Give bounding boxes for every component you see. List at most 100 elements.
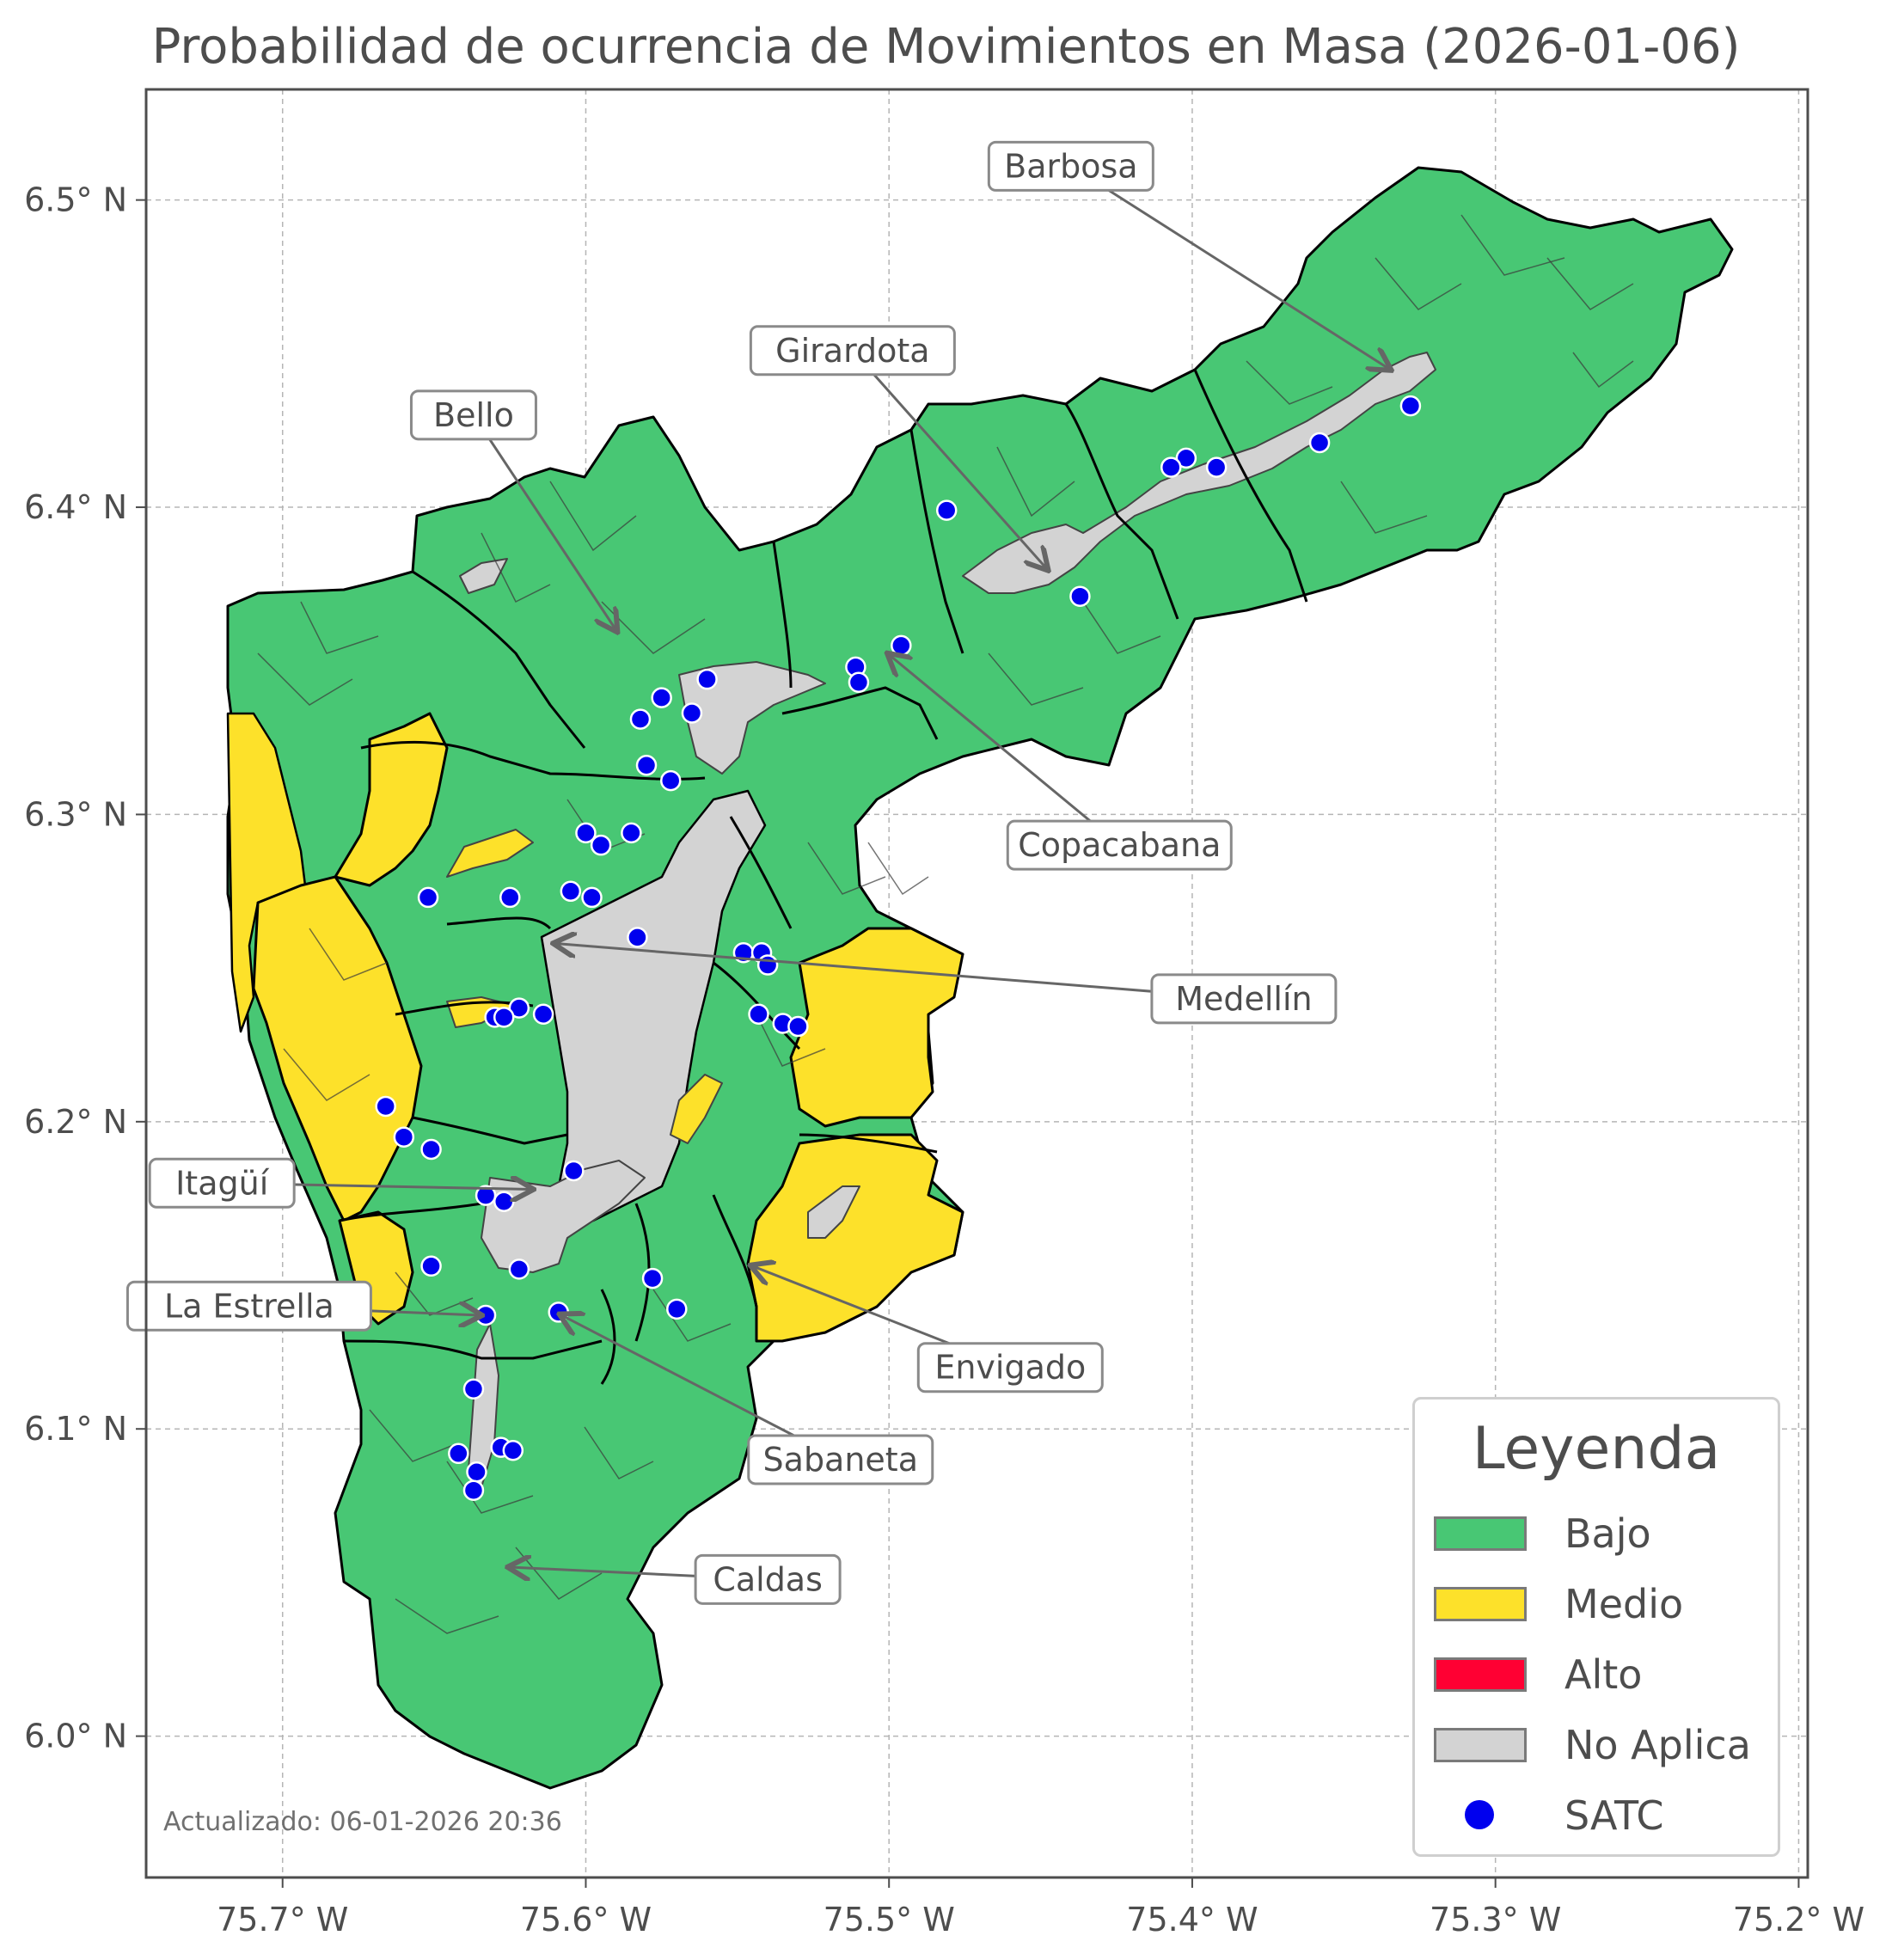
satc-station-marker	[651, 687, 672, 708]
callout-arrow	[851, 349, 1047, 569]
region-medio-west-central	[252, 875, 423, 1222]
y-tick-label: 6.3° N	[24, 795, 127, 833]
satc-station-marker	[560, 880, 582, 903]
vereda-boundary-line	[584, 1426, 654, 1479]
vereda-boundary-line	[867, 842, 929, 896]
callout-label: Medellín	[1175, 980, 1312, 1018]
satc-station-marker	[462, 1479, 485, 1501]
municipal-boundary-line	[412, 570, 586, 749]
satc-station-marker	[508, 1259, 530, 1280]
municipal-boundary-line	[772, 541, 793, 689]
callout-label: Copacabana	[1018, 826, 1221, 864]
satc-station-marker	[659, 769, 682, 792]
vereda-boundary-line	[652, 1289, 732, 1342]
legend-dot-satc	[1465, 1800, 1494, 1829]
callout-arrow	[555, 944, 1245, 1001]
satc-station-marker	[1399, 395, 1422, 417]
updated-timestamp: Actualizado: 06-01-2026 20:36	[163, 1807, 562, 1837]
satc-station-marker	[448, 1442, 469, 1465]
callout-sabaneta: Sabaneta	[561, 1315, 934, 1485]
vereda-boundary-line	[549, 481, 637, 552]
legend: Leyenda Bajo Medio Alto No Aplica SATC	[1412, 1397, 1780, 1857]
callout-box	[747, 1434, 934, 1485]
legend-label: Medio	[1564, 1581, 1684, 1627]
callout-label: Barbosa	[1004, 147, 1137, 185]
satc-station-marker	[635, 755, 658, 776]
x-axis-ticks: 75.7° W 75.6° W 75.5° W 75.4° W 75.3° W 75.2°…	[217, 1877, 1864, 1939]
legend-swatch-medio	[1434, 1587, 1527, 1621]
callout-box	[987, 140, 1154, 192]
callout-arrow	[889, 655, 1121, 847]
legend-label: SATC	[1564, 1792, 1664, 1839]
legend-swatch-bajo	[1434, 1516, 1527, 1551]
satc-station-marker	[1308, 432, 1331, 454]
callout-bello: Bello	[409, 389, 616, 630]
vereda-boundary-line	[807, 842, 886, 895]
legend-item-no-aplica: No Aplica	[1434, 1721, 1769, 1769]
callout-caldas: Caldas	[510, 1555, 842, 1605]
callout-arrow	[1070, 165, 1389, 369]
vereda-boundary-line	[1375, 257, 1462, 310]
satc-station-marker	[848, 671, 870, 694]
municipal-boundary-line	[799, 1133, 938, 1154]
legend-swatch-no-aplica	[1434, 1728, 1527, 1762]
satc-station-marker	[508, 997, 530, 1019]
satc-station-marker	[1205, 456, 1228, 478]
callout-label: La Estrella	[164, 1287, 334, 1325]
legend-item-satc: SATC	[1434, 1792, 1769, 1840]
region-medio-bello-lobe	[446, 829, 534, 878]
satc-station-marker	[681, 702, 703, 724]
vereda-boundary-line	[481, 532, 551, 603]
satc-station-marker	[475, 1185, 497, 1206]
vereda-boundary-line	[988, 652, 1084, 706]
municipality-callouts: Barbosa Girardota Bello Copacabana Medellín I…	[126, 140, 1389, 1605]
region-medio-east-north	[789, 927, 964, 1128]
satc-stations	[375, 395, 1422, 1501]
satc-station-marker	[627, 927, 648, 948]
municipal-boundary-line	[729, 816, 793, 929]
y-tick-label: 6.0° N	[24, 1718, 127, 1755]
vereda-boundary-line	[309, 928, 388, 981]
callout-barbosa: Barbosa	[987, 140, 1389, 369]
satc-station-marker	[417, 886, 439, 909]
region-no-aplica-corridor	[962, 352, 1436, 594]
callout-arrow	[472, 414, 616, 630]
region-medio-bello-west	[334, 712, 449, 887]
callout-envigado: Envigado	[752, 1266, 1104, 1393]
callout-itag-: Itagüí	[148, 1157, 531, 1209]
legend-item-bajo: Bajo	[1434, 1510, 1769, 1558]
vereda-boundary-line	[257, 652, 353, 706]
satc-station-marker	[466, 1461, 487, 1483]
satc-station-marker	[787, 1015, 809, 1038]
municipal-boundaries	[257, 214, 1634, 1634]
municipal-boundary-line	[712, 1194, 758, 1308]
satc-station-marker	[420, 1255, 442, 1277]
satc-station-marker	[548, 1302, 569, 1323]
callout-medell-n: Medellín	[555, 944, 1338, 1025]
y-tick-label: 6.4° N	[24, 488, 127, 526]
vereda-boundary-line	[1082, 601, 1161, 654]
vereda-boundary-line	[369, 1409, 456, 1462]
municipal-boundary-line	[909, 429, 964, 654]
municipal-boundary-line	[600, 1289, 616, 1385]
satc-station-marker	[420, 1138, 442, 1161]
municipal-boundary-line	[1064, 403, 1179, 620]
callout-box	[409, 389, 537, 441]
municipal-boundary-line	[781, 686, 939, 740]
callout-box	[749, 325, 956, 377]
satc-station-marker	[1069, 585, 1091, 607]
satc-station-marker	[629, 708, 652, 730]
satc-station-marker	[1160, 456, 1182, 478]
y-tick-label: 6.5° N	[24, 181, 127, 219]
callout-box	[1150, 973, 1338, 1025]
satc-station-marker	[621, 822, 642, 844]
callout-label: Girardota	[775, 332, 929, 370]
legend-swatch-alto	[1434, 1657, 1527, 1692]
legend-item-alto: Alto	[1434, 1651, 1769, 1699]
satc-station-marker	[1175, 447, 1197, 469]
callout-girardota: Girardota	[749, 325, 1047, 569]
callout-label: Itagüí	[175, 1164, 270, 1202]
vereda-boundary-line	[1546, 257, 1634, 310]
satc-station-marker	[641, 1267, 664, 1289]
